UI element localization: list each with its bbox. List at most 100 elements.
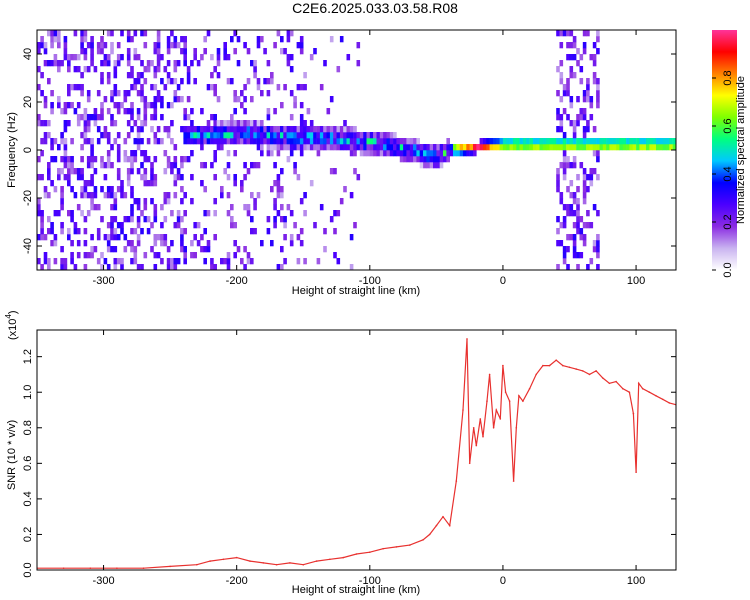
spectrogram-cell bbox=[146, 180, 151, 187]
spectrogram-cell bbox=[359, 144, 364, 151]
spectrogram-cell bbox=[43, 252, 48, 259]
spectrogram-cell bbox=[216, 96, 221, 103]
spectrogram-cell bbox=[416, 156, 420, 163]
spectrogram-cell bbox=[103, 132, 108, 139]
spectrogram-cell bbox=[53, 210, 58, 217]
spectrogram-cell bbox=[323, 60, 327, 67]
spectrogram-cell bbox=[250, 132, 254, 139]
spectrogram-cell bbox=[120, 186, 124, 193]
spectrogram-y-tick-label: -20 bbox=[22, 190, 34, 206]
spectrogram-cell bbox=[96, 114, 101, 121]
spectrogram-cell bbox=[576, 96, 580, 103]
spectrogram-cell bbox=[76, 66, 81, 73]
spectrogram-cell bbox=[86, 42, 91, 49]
spectrogram-cell bbox=[133, 156, 138, 163]
spectrogram-cell bbox=[562, 168, 567, 175]
spectrogram-cell bbox=[569, 162, 574, 169]
snr-point bbox=[369, 551, 371, 553]
spectrogram-cell bbox=[416, 138, 420, 145]
snr-point bbox=[116, 567, 118, 569]
spectrogram-cell bbox=[303, 120, 307, 127]
spectrogram-y-tick-label: 20 bbox=[22, 96, 34, 108]
spectrogram-cell bbox=[53, 240, 58, 247]
spectrogram-cell bbox=[110, 42, 114, 49]
spectrogram-cell bbox=[67, 54, 71, 61]
spectrogram-cell bbox=[589, 222, 594, 229]
spectrogram-cell bbox=[429, 144, 434, 151]
spectrogram-cell bbox=[176, 42, 181, 49]
spectrogram-cell bbox=[193, 132, 197, 139]
spectrogram-cell bbox=[559, 60, 564, 67]
spectrogram-cell bbox=[60, 204, 64, 211]
spectrogram-cell bbox=[303, 132, 307, 139]
spectrogram-cell bbox=[293, 168, 297, 175]
spectrogram-cell bbox=[156, 60, 161, 67]
spectrogram-cell bbox=[582, 108, 587, 115]
spectrogram-cell bbox=[67, 90, 71, 97]
spectrogram-cell bbox=[47, 258, 51, 265]
spectrogram-cell bbox=[176, 258, 181, 265]
spectrogram-cell bbox=[566, 42, 570, 49]
spectrogram-cell bbox=[589, 258, 594, 265]
spectrogram-cell bbox=[443, 150, 447, 157]
spectrogram-cell bbox=[143, 96, 148, 103]
spectrogram-cell bbox=[586, 30, 590, 37]
spectrogram-cell bbox=[70, 84, 74, 91]
spectrogram-cell bbox=[542, 138, 547, 145]
spectrogram-cell bbox=[256, 120, 261, 127]
spectrogram-cell bbox=[506, 144, 510, 151]
spectrogram-cell bbox=[486, 138, 490, 145]
spectrogram-cell bbox=[180, 96, 184, 103]
spectrogram-cell bbox=[339, 132, 344, 139]
spectrogram-cell bbox=[140, 126, 144, 133]
spectrogram-cell bbox=[73, 222, 78, 229]
spectrogram-cell bbox=[47, 162, 51, 169]
spectrogram-cell bbox=[80, 192, 84, 199]
spectrogram-cell bbox=[579, 66, 584, 73]
snr-x-tick-label: -200 bbox=[226, 575, 248, 587]
spectrogram-cell bbox=[73, 168, 78, 175]
spectrogram-cell bbox=[256, 132, 261, 139]
spectrogram-cell bbox=[160, 222, 164, 229]
spectrogram-cell bbox=[596, 234, 600, 241]
spectrogram-cell bbox=[233, 222, 237, 229]
spectrogram-cell bbox=[582, 198, 587, 205]
snr-y-label: SNR (10 * v/v) bbox=[6, 420, 18, 490]
spectrogram-cell bbox=[386, 132, 391, 139]
spectrogram-cell bbox=[193, 234, 197, 241]
spectrogram-cell bbox=[306, 126, 311, 133]
spectrogram-cell bbox=[120, 54, 124, 61]
spectrogram-cell bbox=[110, 30, 114, 37]
spectrogram-cell bbox=[336, 126, 341, 133]
spectrogram-cell bbox=[190, 252, 194, 259]
spectrogram-cell bbox=[276, 144, 281, 151]
spectrogram-cell bbox=[522, 144, 527, 151]
spectrogram-cell bbox=[126, 54, 131, 61]
spectrogram-cell bbox=[47, 78, 51, 85]
spectrogram-cell bbox=[193, 78, 197, 85]
spectrogram-cell bbox=[100, 60, 104, 67]
spectrogram-cell bbox=[80, 174, 84, 181]
spectrogram-cell bbox=[236, 60, 241, 67]
spectrogram-cell bbox=[70, 258, 74, 265]
spectrogram-cell bbox=[463, 150, 467, 157]
spectrogram-cell bbox=[43, 96, 48, 103]
spectrogram-cell bbox=[150, 198, 154, 205]
spectrogram-cell bbox=[592, 78, 597, 85]
spectrogram-cell bbox=[306, 108, 311, 115]
spectrogram-cell bbox=[226, 192, 231, 199]
spectrogram-cell bbox=[100, 264, 104, 270]
spectrogram-cell bbox=[136, 108, 141, 115]
spectrogram-cell bbox=[376, 132, 381, 139]
spectrogram-cell bbox=[90, 234, 94, 241]
spectrogram-cell bbox=[626, 138, 630, 145]
spectrogram-cell bbox=[556, 216, 560, 223]
spectrogram-cell bbox=[280, 192, 284, 199]
spectrogram-cell bbox=[90, 144, 94, 151]
spectrogram-cell bbox=[136, 72, 141, 79]
spectrogram-cell bbox=[73, 54, 78, 61]
spectrogram-cell bbox=[349, 150, 354, 157]
spectrogram-cell bbox=[136, 54, 141, 61]
spectrogram-cell bbox=[83, 252, 88, 259]
snr-point bbox=[302, 563, 305, 566]
